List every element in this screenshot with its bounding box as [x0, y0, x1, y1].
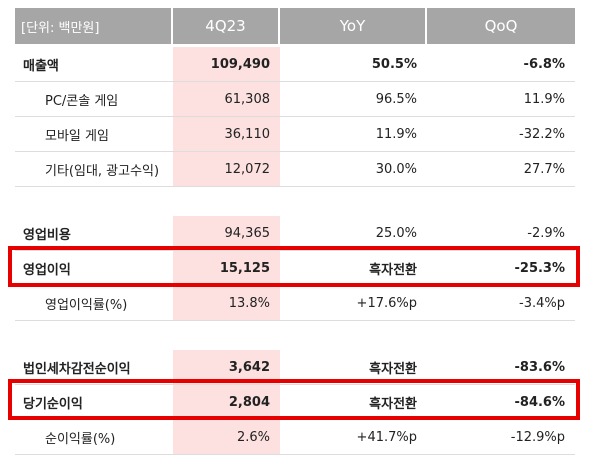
- value-cell: +17.6%p: [280, 286, 427, 321]
- table-row: 영업이익 15,125 흑자전환 -25.3%: [15, 251, 575, 286]
- value-cell: 109,490: [173, 47, 280, 82]
- header-cell: YoY: [280, 8, 427, 44]
- table-row: 영업이익률(%) 13.8% +17.6%p -3.4%p: [15, 286, 575, 321]
- table-row: 순이익률(%) 2.6% +41.7%p -12.9%p: [15, 420, 575, 455]
- row-label: 기타(임대, 광고수익): [15, 152, 173, 187]
- highlight-box: [8, 379, 580, 420]
- value-cell: -12.9%p: [427, 420, 575, 455]
- value-cell: -2.9%: [427, 216, 575, 251]
- value-cell: 12,072: [173, 152, 280, 187]
- row-label: 순이익률(%): [15, 420, 173, 455]
- table-row: 모바일 게임 36,110 11.9% -32.2%: [15, 117, 575, 152]
- value-cell: -83.6%: [427, 350, 575, 385]
- table-row: 매출액 109,490 50.5% -6.8%: [15, 47, 575, 82]
- header-row: [단위: 백만원] 4Q23 YoY QoQ: [15, 8, 575, 44]
- value-cell: 11.9%: [280, 117, 427, 152]
- value-cell: 흑자전환: [280, 350, 427, 385]
- value-cell: 2.6%: [173, 420, 280, 455]
- row-label: PC/콘솔 게임: [15, 82, 173, 117]
- value-cell: -32.2%: [427, 117, 575, 152]
- value-cell: 61,308: [173, 82, 280, 117]
- value-cell: -3.4%p: [427, 286, 575, 321]
- header-cell: [단위: 백만원]: [15, 8, 173, 44]
- value-cell: 11.9%: [427, 82, 575, 117]
- row-label: 모바일 게임: [15, 117, 173, 152]
- value-cell: 96.5%: [280, 82, 427, 117]
- row-label: 영업비용: [15, 216, 173, 251]
- financial-table: [단위: 백만원] 4Q23 YoY QoQ 매출액 109,490 50.5% -6…: [15, 8, 575, 455]
- spacer: [15, 321, 575, 350]
- value-cell: 13.8%: [173, 286, 280, 321]
- header-cell: 4Q23: [173, 8, 280, 44]
- spacer: [15, 187, 575, 216]
- table-row: 기타(임대, 광고수익) 12,072 30.0% 27.7%: [15, 152, 575, 187]
- value-cell: 94,365: [173, 216, 280, 251]
- value-cell: 27.7%: [427, 152, 575, 187]
- value-cell: 25.0%: [280, 216, 427, 251]
- highlight-box: [8, 246, 580, 287]
- table-row: 영업비용 94,365 25.0% -2.9%: [15, 216, 575, 251]
- table-row: 당기순이익 2,804 흑자전환 -84.6%: [15, 385, 575, 420]
- value-cell: 2,804: [173, 385, 280, 420]
- value-cell: 15,125: [173, 251, 280, 286]
- header-cell: QoQ: [427, 8, 575, 44]
- value-cell: 36,110: [173, 117, 280, 152]
- value-cell: 30.0%: [280, 152, 427, 187]
- row-label: 법인세차감전순이익: [15, 350, 173, 385]
- table-row: PC/콘솔 게임 61,308 96.5% 11.9%: [15, 82, 575, 117]
- value-cell: +41.7%p: [280, 420, 427, 455]
- value-cell: -6.8%: [427, 47, 575, 82]
- value-cell: 50.5%: [280, 47, 427, 82]
- row-label: 영업이익률(%): [15, 286, 173, 321]
- row-label: 매출액: [15, 47, 173, 82]
